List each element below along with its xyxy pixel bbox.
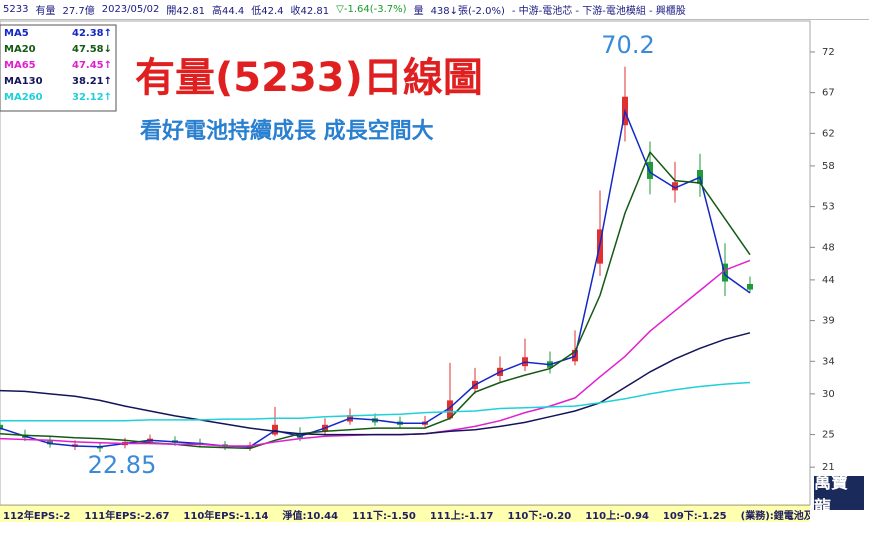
candle-body [0,424,3,430]
y-tick-label: 53 [822,202,835,213]
y-tick-label: 34 [822,356,835,367]
info-item: 低42.4 [251,6,284,17]
chart-title: 有量(5233)日線圖 [135,55,483,101]
info-item: 有量 [35,6,56,17]
info-item: 5233 [3,4,29,15]
candle-body [672,182,678,191]
eps-item: 111上:-1.17 [429,510,494,522]
legend-value: 47.45↑ [72,60,112,71]
legend-value: 42.38↑ [72,28,112,39]
legend-name: MA65 [4,60,36,71]
candle-body [647,161,653,179]
legend-value: 47.58↓ [72,44,112,55]
legend-value: 38.21↑ [72,76,112,87]
eps-item: 淨值:10.44 [282,510,339,522]
annotation: 22.85 [88,451,157,479]
y-tick-label: 48 [822,242,835,253]
eps-item: (業務):鋰電池及電池組製造及銷售、電子材料 [740,510,810,522]
chart-subtitle: 看好電池持續成長 成長空間大 [140,118,434,144]
candle-body [272,424,278,435]
y-tick-label: 25 [822,430,835,441]
legend-name: MA20 [4,44,36,55]
eps-item: 110下:-0.20 [507,510,572,522]
info-item: 27.7億 [62,6,95,17]
info-item: 438↓張(-2.0%) [430,6,505,17]
ma-line [0,332,751,436]
legend-name: MA5 [4,28,29,39]
y-tick-label: 58 [822,161,835,172]
info-item: ▽-1.64(-3.7%) [336,4,407,15]
logo: 萬寶龍 [814,473,864,518]
y-tick-label: 44 [822,275,835,286]
legend-name: MA260 [4,92,43,103]
y-tick-label: 72 [822,47,835,58]
ma-line [0,150,751,450]
candle-body [747,283,753,290]
y-tick-label: 21 [822,462,835,473]
eps-item: 109下:-1.25 [662,510,727,522]
info-item: 量 [413,6,424,17]
info-item: 開42.81 [166,6,205,17]
eps-item: 112年EPS:-2 [3,510,71,522]
plot-frame [0,20,811,506]
legend-value: 32.12↑ [72,92,112,103]
legend-name: MA130 [4,76,43,87]
y-tick-label: 30 [822,389,835,400]
candle-body [447,400,453,419]
y-tick-label: 39 [822,316,835,327]
info-item: 高44.4 [212,6,245,17]
eps-item: 111年EPS:-2.67 [84,510,170,522]
y-tick-label: 67 [822,88,835,99]
info-bar: 5233 有量 27.7億 2023/05/02 開42.81 高44.4 低42.4 收42… [0,0,869,20]
info-item: - 中游-電池芯 - 下游-電池模組 - 興櫃股 [511,6,686,17]
eps-bar: 112年EPS:-2 111年EPS:-2.67 110年EPS:-1.14 淨值:1… [0,505,810,522]
y-tick-label: 62 [822,128,835,139]
eps-item: 110年EPS:-1.14 [183,510,269,522]
candle-body [297,432,303,438]
eps-item: 110上:-0.94 [585,510,649,522]
eps-item: 111下:-1.50 [352,510,416,522]
info-item: 收42.81 [290,6,330,17]
info-item: 2023/05/02 [101,4,160,15]
annotation: 70.2 [601,31,654,59]
ma-line [0,381,751,422]
legend-box [0,24,117,112]
